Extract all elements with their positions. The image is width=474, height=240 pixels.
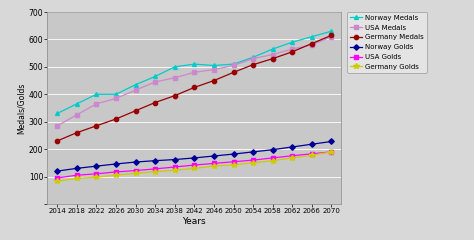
USA Golds — [133, 169, 138, 172]
Norway Golds — [113, 162, 119, 165]
USA Medals — [172, 76, 178, 79]
Germany Golds — [211, 165, 217, 168]
Germany Golds — [74, 177, 80, 180]
Line: Germany Medals: Germany Medals — [55, 33, 334, 143]
USA Medals — [211, 68, 217, 71]
X-axis label: Years: Years — [182, 217, 206, 226]
USA Medals — [191, 71, 197, 74]
USA Medals — [270, 53, 275, 56]
Germany Medals — [191, 86, 197, 89]
USA Medals — [290, 48, 295, 50]
Line: Norway Golds: Norway Golds — [55, 139, 333, 173]
USA Golds — [309, 152, 315, 155]
Norway Golds — [191, 156, 197, 159]
Germany Golds — [328, 150, 334, 153]
Norway Golds — [211, 155, 217, 157]
Legend: Norway Medals, USA Medals, Germany Medals, Norway Golds, USA Golds, Germany Gold: Norway Medals, USA Medals, Germany Medal… — [347, 12, 427, 73]
USA Golds — [191, 164, 197, 167]
Germany Medals — [328, 34, 334, 37]
USA Medals — [152, 80, 158, 83]
USA Medals — [55, 124, 60, 127]
USA Medals — [328, 35, 334, 38]
Norway Medals — [113, 93, 119, 96]
Germany Medals — [250, 63, 256, 66]
Norway Golds — [93, 165, 99, 168]
USA Medals — [250, 57, 256, 60]
USA Medals — [93, 102, 99, 105]
Germany Golds — [191, 167, 197, 170]
Norway Medals — [211, 64, 217, 67]
Germany Golds — [250, 162, 256, 164]
Germany Medals — [74, 131, 80, 134]
USA Golds — [152, 168, 158, 170]
USA Golds — [270, 156, 275, 159]
Germany Golds — [133, 172, 138, 175]
Norway Medals — [290, 41, 295, 44]
USA Golds — [55, 176, 60, 179]
USA Golds — [74, 174, 80, 177]
USA Golds — [231, 160, 237, 163]
Line: USA Golds: USA Golds — [55, 150, 333, 180]
Norway Golds — [270, 148, 275, 151]
Line: Germany Golds: Germany Golds — [55, 149, 334, 184]
USA Golds — [211, 162, 217, 165]
Norway Golds — [309, 143, 315, 146]
Norway Golds — [74, 167, 80, 170]
Germany Medals — [211, 79, 217, 82]
USA Golds — [172, 166, 178, 168]
USA Golds — [113, 170, 119, 173]
Germany Golds — [231, 163, 237, 166]
Germany Golds — [93, 176, 99, 179]
Norway Golds — [152, 159, 158, 162]
USA Golds — [328, 150, 334, 153]
Line: USA Medals: USA Medals — [55, 35, 333, 128]
Norway Medals — [93, 93, 99, 96]
Norway Golds — [290, 145, 295, 148]
USA Medals — [309, 43, 315, 46]
Germany Medals — [55, 139, 60, 142]
Germany Medals — [270, 57, 275, 60]
Germany Medals — [231, 71, 237, 74]
Germany Medals — [113, 118, 119, 120]
Norway Medals — [328, 30, 334, 33]
Norway Medals — [172, 66, 178, 68]
Norway Medals — [133, 83, 138, 86]
Germany Medals — [309, 42, 315, 45]
Norway Medals — [152, 75, 158, 78]
Y-axis label: Medals/Golds: Medals/Golds — [17, 82, 26, 134]
USA Golds — [290, 154, 295, 157]
Norway Golds — [328, 140, 334, 143]
Norway Medals — [74, 102, 80, 105]
Norway Medals — [309, 35, 315, 38]
Norway Medals — [55, 112, 60, 115]
Germany Golds — [270, 159, 275, 162]
Germany Golds — [172, 169, 178, 172]
Germany Medals — [172, 94, 178, 97]
USA Medals — [231, 64, 237, 67]
Norway Golds — [172, 158, 178, 161]
Norway Golds — [250, 150, 256, 153]
Norway Golds — [231, 153, 237, 156]
Germany Golds — [113, 174, 119, 177]
Norway Medals — [270, 48, 275, 50]
USA Golds — [250, 159, 256, 162]
Germany Medals — [133, 109, 138, 112]
Norway Medals — [191, 63, 197, 66]
Line: Norway Medals: Norway Medals — [55, 29, 333, 115]
Germany Golds — [152, 170, 158, 173]
Germany Golds — [309, 154, 315, 157]
Germany Medals — [290, 50, 295, 53]
Norway Golds — [55, 170, 60, 173]
USA Medals — [74, 114, 80, 116]
Germany Golds — [290, 156, 295, 159]
USA Medals — [133, 89, 138, 92]
Germany Golds — [55, 180, 60, 183]
Germany Medals — [152, 101, 158, 104]
Norway Golds — [133, 161, 138, 163]
Norway Medals — [231, 63, 237, 66]
Norway Medals — [250, 56, 256, 59]
USA Golds — [93, 172, 99, 175]
USA Medals — [113, 97, 119, 100]
Germany Medals — [93, 124, 99, 127]
